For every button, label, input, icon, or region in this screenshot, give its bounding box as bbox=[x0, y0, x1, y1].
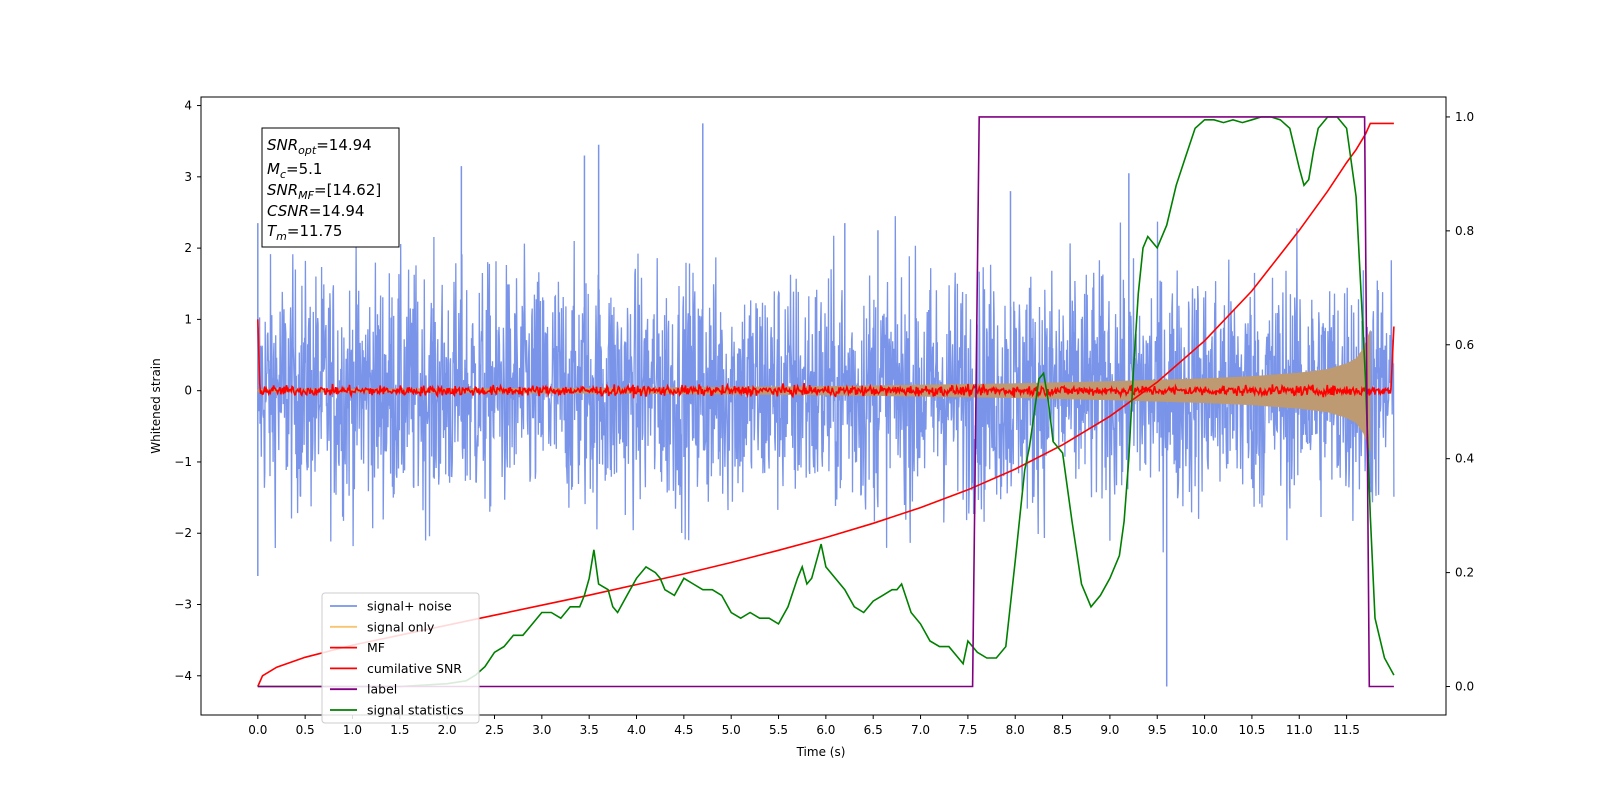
x-tick-label: 7.5 bbox=[958, 723, 977, 737]
legend-label: cumilative SNR bbox=[367, 661, 462, 676]
legend-label: signal+ noise bbox=[367, 599, 452, 614]
y-left-tick-label: −3 bbox=[174, 598, 192, 612]
annotation-snr-opt-subscript: opt bbox=[298, 144, 317, 157]
annotation-snr-opt-symbol: SNR bbox=[267, 136, 298, 154]
annotation-tm-subscript: m bbox=[276, 230, 287, 243]
x-tick-label: 5.0 bbox=[722, 723, 741, 737]
annotation-tm-symbol: T bbox=[267, 222, 278, 240]
x-tick-label: 2.5 bbox=[485, 723, 504, 737]
y-left-tick-label: −4 bbox=[174, 669, 192, 683]
x-axis: 0.0 0.5 1.0 1.5 2.0 2.5 3.0 3.5 4.0 4.5 5.0 5.5 6.0 6… bbox=[248, 715, 1360, 737]
annotation-snr-mf: SNRMF=[14.62] bbox=[267, 181, 381, 202]
x-tick-label: 4.0 bbox=[627, 723, 646, 737]
annotation-snr-opt-value: =14.94 bbox=[316, 136, 372, 154]
mf-series bbox=[257, 319, 1395, 399]
x-tick-label: 11.0 bbox=[1286, 723, 1313, 737]
x-tick-label: 3.0 bbox=[532, 723, 551, 737]
y-left-tick-label: −2 bbox=[174, 526, 192, 540]
signal-noise-series bbox=[257, 123, 1395, 687]
y-axis-right: 1.0 0.8 0.6 0.4 0.2 0.0 bbox=[1446, 110, 1474, 694]
plot-frame bbox=[200, 96, 1447, 716]
legend-label: label bbox=[367, 682, 397, 697]
annotation-snr-mf-subscript: MF bbox=[298, 189, 314, 202]
legend-label: MF bbox=[367, 640, 385, 655]
annotation-tm-value: =11.75 bbox=[287, 222, 343, 240]
y-left-tick-label: 2 bbox=[184, 241, 192, 255]
x-tick-label: 4.5 bbox=[674, 723, 693, 737]
stats-annotation-box: SNRopt=14.94 Mc=5.1 SNRMF=[14.62] CSNR=1… bbox=[261, 127, 400, 248]
label-line bbox=[257, 116, 1394, 688]
x-tick-label: 10.5 bbox=[1239, 723, 1266, 737]
annotation-snr-mf-value: =[14.62] bbox=[314, 181, 381, 199]
x-tick-label: 1.0 bbox=[343, 723, 362, 737]
y-right-tick-label: 1.0 bbox=[1455, 110, 1474, 124]
x-tick-label: 0.5 bbox=[296, 723, 315, 737]
y-right-tick-label: 0.6 bbox=[1455, 338, 1474, 352]
x-tick-label: 8.5 bbox=[1053, 723, 1072, 737]
y-right-tick-label: 0.4 bbox=[1455, 452, 1474, 466]
y-left-tick-label: 4 bbox=[184, 99, 192, 113]
x-tick-label: 6.0 bbox=[816, 723, 835, 737]
x-tick-label: 7.0 bbox=[911, 723, 930, 737]
y-left-tick-label: 3 bbox=[184, 170, 192, 184]
x-tick-label: 8.0 bbox=[1006, 723, 1025, 737]
y-left-tick-label: 0 bbox=[184, 384, 192, 398]
x-tick-label: 3.5 bbox=[580, 723, 599, 737]
x-tick-label: 10.0 bbox=[1191, 723, 1218, 737]
x-tick-label: 6.5 bbox=[864, 723, 883, 737]
stats-annotation-frame bbox=[261, 127, 400, 248]
y-right-tick-label: 0.0 bbox=[1455, 680, 1474, 694]
x-tick-label: 9.5 bbox=[1148, 723, 1167, 737]
y-right-tick-label: 0.8 bbox=[1455, 224, 1474, 238]
y-axis-left: 4 3 2 1 0 −1 −2 −3 −4 bbox=[174, 99, 201, 683]
legend-frame bbox=[321, 592, 480, 724]
x-axis-label: Time (s) bbox=[796, 745, 846, 759]
annotation-snr-opt: SNRopt=14.94 bbox=[267, 136, 372, 157]
signal-statistics-series bbox=[257, 116, 1395, 688]
label-series bbox=[257, 116, 1394, 688]
x-tick-label: 11.5 bbox=[1333, 723, 1360, 737]
annotation-snr-mf-symbol: SNR bbox=[267, 181, 298, 199]
x-tick-label: 5.5 bbox=[769, 723, 788, 737]
annotation-mc-value: =5.1 bbox=[286, 160, 322, 178]
annotation-mc-subscript: c bbox=[280, 168, 286, 181]
mf-line bbox=[257, 319, 1395, 399]
annotation-mc-symbol: M bbox=[267, 160, 280, 178]
x-tick-label: 9.0 bbox=[1100, 723, 1119, 737]
annotation-csnr-value: =14.94 bbox=[309, 202, 365, 220]
annotation-tm: Tm=11.75 bbox=[267, 222, 342, 243]
signal-statistics-line bbox=[257, 116, 1395, 688]
x-tick-label: 2.0 bbox=[438, 723, 457, 737]
legend-label: signal only bbox=[367, 619, 435, 634]
annotation-csnr-symbol: CSNR bbox=[267, 202, 309, 220]
y-right-tick-label: 0.2 bbox=[1455, 566, 1474, 580]
annotation-csnr: CSNR=14.94 bbox=[267, 202, 364, 220]
legend-label: signal statistics bbox=[367, 703, 464, 718]
annotation-mc: Mc=5.1 bbox=[267, 160, 322, 181]
x-tick-label: 1.5 bbox=[390, 723, 409, 737]
y-left-tick-label: −1 bbox=[174, 455, 192, 469]
y-left-tick-label: 1 bbox=[184, 312, 192, 326]
y-axis-label-left: Whitened strain bbox=[149, 358, 163, 454]
x-tick-label: 0.0 bbox=[248, 723, 267, 737]
chart-legend: signal+ noise signal only MF cumilative SNR… bbox=[321, 592, 480, 724]
